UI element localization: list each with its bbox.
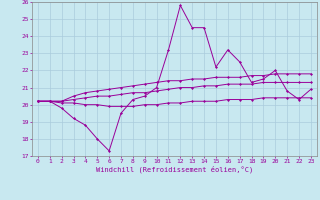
X-axis label: Windchill (Refroidissement éolien,°C): Windchill (Refroidissement éolien,°C): [96, 165, 253, 173]
